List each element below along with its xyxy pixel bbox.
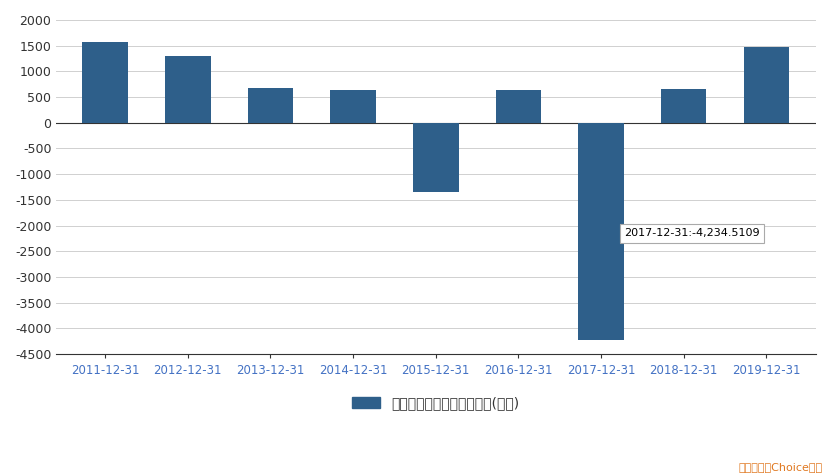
Bar <box>413 123 459 192</box>
Bar <box>496 90 541 123</box>
Legend: 归属于母公司股东的净利润(万元): 归属于母公司股东的净利润(万元) <box>352 396 519 410</box>
Text: 2017-12-31:-4,234.5109: 2017-12-31:-4,234.5109 <box>624 228 760 238</box>
Bar <box>331 90 376 123</box>
Bar <box>248 88 293 123</box>
Bar <box>165 56 210 123</box>
Bar <box>578 123 624 340</box>
Bar <box>661 89 706 123</box>
Text: 数据来源：Choice数据: 数据来源：Choice数据 <box>739 462 823 472</box>
Bar <box>82 42 128 123</box>
Bar <box>744 47 789 123</box>
